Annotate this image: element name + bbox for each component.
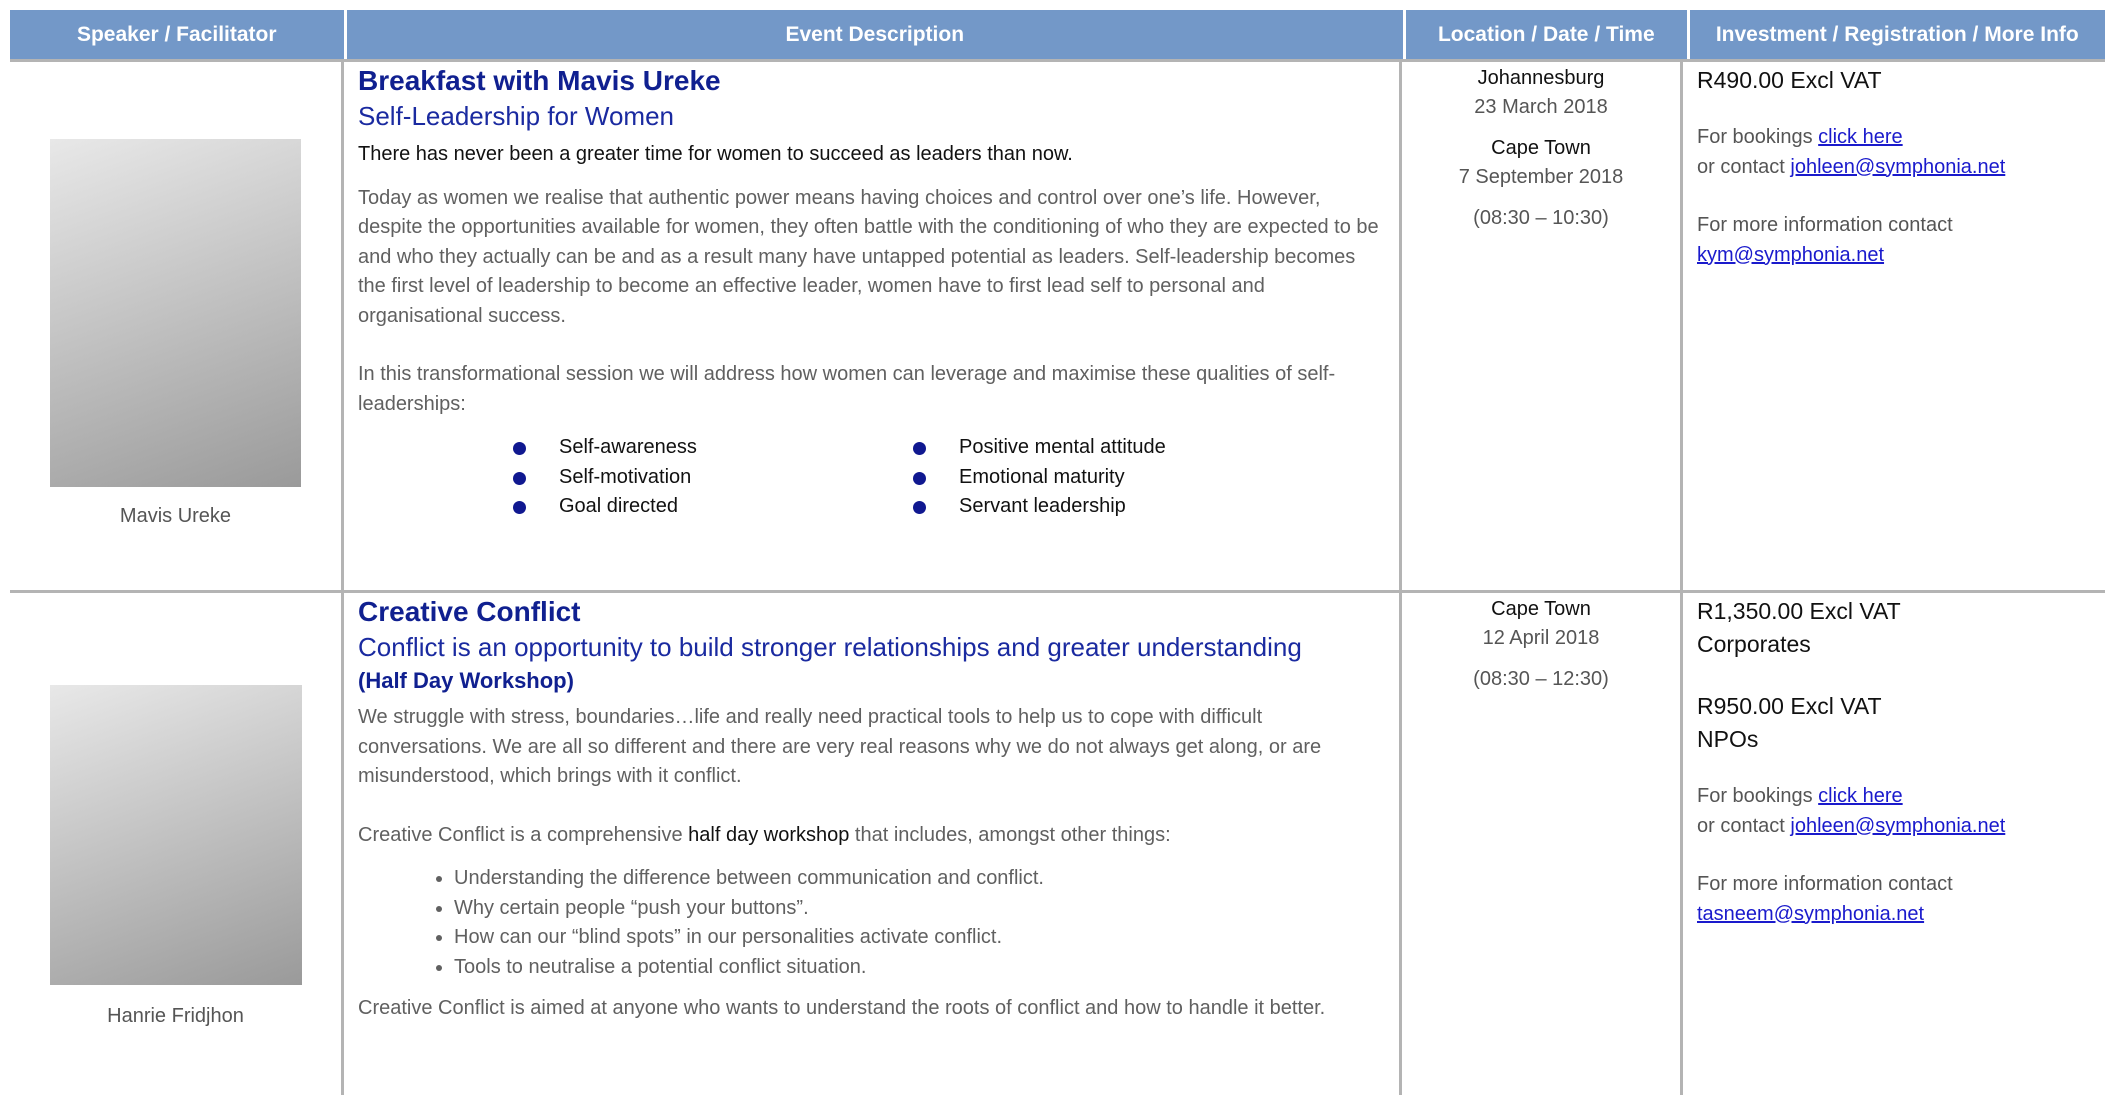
description-cell: Breakfast with Mavis Ureke Self-Leadersh… xyxy=(344,62,1402,590)
bullet: Understanding the difference between com… xyxy=(454,864,1385,894)
speaker-name: Mavis Ureke xyxy=(119,505,232,527)
header-cell: Investment / Registration / More Info xyxy=(1715,22,2079,46)
bookings: For bookings click here xyxy=(1697,123,2085,153)
table-header: Speaker / Facilitator Event Description … xyxy=(10,10,2105,59)
speaker-name: Hanrie Fridjhon xyxy=(107,1005,244,1027)
bullet: Emotional maturity xyxy=(913,463,1313,493)
event-lead: There has never been a greater time for … xyxy=(358,143,1073,165)
event-title: Breakfast with Mavis Ureke xyxy=(358,65,721,96)
paragraph: In this transformational session we will… xyxy=(358,363,1336,415)
booking-link[interactable]: click here xyxy=(1818,785,1903,807)
event-row: Hanrie Fridjhon Creative Conflict Confli… xyxy=(10,590,2105,1095)
bullet: Positive mental attitude xyxy=(913,433,1313,463)
location-cell: Cape Town 12 April 2018 (08:30 – 12:30) xyxy=(1402,593,1683,1095)
email-link[interactable]: kym@symphonia.net xyxy=(1697,243,1885,266)
more-info: For more information contact xyxy=(1697,214,1953,236)
speaker-photo xyxy=(50,139,301,487)
speaker-photo xyxy=(49,685,302,985)
paragraph: Today as women we realise that authentic… xyxy=(358,186,1379,327)
bullet: Goal directed xyxy=(513,492,913,522)
events-table: Speaker / Facilitator Event Description … xyxy=(10,10,2105,1095)
contact: or contact johleen@symphonia.net xyxy=(1697,153,2085,183)
header-cell: Speaker / Facilitator xyxy=(10,10,347,59)
booking-link[interactable]: click here xyxy=(1818,126,1903,148)
date: 12 April 2018 xyxy=(1482,627,1600,649)
bullet: Tools to neutralise a potential conflict… xyxy=(454,953,1385,983)
date: 7 September 2018 xyxy=(1458,166,1624,188)
price-label: Corporates xyxy=(1697,631,1811,657)
bullet-list: Self-awareness Self-motivation Goal direct… xyxy=(513,433,913,522)
paragraph: We struggle with stress, boundaries…life… xyxy=(358,706,1322,787)
bullet: Self-awareness xyxy=(513,433,913,463)
city: Cape Town xyxy=(1491,598,1591,620)
location-cell: Johannesburg 23 March 2018 Cape Town 7 S… xyxy=(1402,62,1683,590)
text: For bookings xyxy=(1697,126,1819,148)
more-info: For more information contact xyxy=(1697,873,1953,895)
price-label: NPOs xyxy=(1697,726,1759,752)
city: Johannesburg xyxy=(1477,67,1605,89)
paragraph: Creative Conflict is a comprehensive hal… xyxy=(358,821,1385,851)
price: R950.00 Excl VAT xyxy=(1697,693,1882,719)
event-title: Creative Conflict xyxy=(358,596,581,627)
info-cell: R490.00 Excl VAT For bookings click here… xyxy=(1683,62,2099,590)
email-link[interactable]: johleen@symphonia.net xyxy=(1790,814,2006,837)
emphasis: half day workshop xyxy=(688,823,850,846)
time: (08:30 – 10:30) xyxy=(1473,207,1609,229)
speaker-cell: Hanrie Fridjhon xyxy=(10,593,344,1095)
city: Cape Town xyxy=(1491,137,1591,159)
text: or contact xyxy=(1697,814,1791,837)
price: R490.00 Excl VAT xyxy=(1697,67,1882,93)
bullet: Servant leadership xyxy=(913,492,1313,522)
bullet-list: Positive mental attitude Emotional maturi… xyxy=(913,433,1313,522)
speaker-cell: Mavis Ureke xyxy=(10,62,344,590)
event-note: (Half Day Workshop) xyxy=(358,668,574,693)
bullet: How can our “blind spots” in our persona… xyxy=(454,923,1385,953)
text: For bookings xyxy=(1697,785,1819,807)
info-cell: R1,350.00 Excl VAT Corporates R950.00 Ex… xyxy=(1683,593,2099,1095)
event-subtitle: Conflict is an opportunity to build stro… xyxy=(358,632,1302,662)
bullet-columns: Self-awareness Self-motivation Goal direct… xyxy=(358,433,1385,522)
bullet: Why certain people “push your buttons”. xyxy=(454,894,1385,924)
email-link[interactable]: johleen@symphonia.net xyxy=(1790,155,2006,178)
contact: or contact johleen@symphonia.net xyxy=(1697,812,2085,842)
date: 23 March 2018 xyxy=(1474,96,1608,118)
time: (08:30 – 12:30) xyxy=(1473,668,1609,690)
description-cell: Creative Conflict Conflict is an opportu… xyxy=(344,593,1402,1095)
bullet: Self-motivation xyxy=(513,463,913,493)
text: or contact xyxy=(1697,155,1791,178)
event-subtitle: Self-Leadership for Women xyxy=(358,101,675,131)
event-row: Mavis Ureke Breakfast with Mavis Ureke S… xyxy=(10,59,2105,590)
price: R1,350.00 Excl VAT xyxy=(1697,598,1901,624)
text: that includes, amongst other things: xyxy=(849,823,1171,846)
paragraph: Creative Conflict is aimed at anyone who… xyxy=(358,997,1326,1019)
header-cell: Location / Date / Time xyxy=(1406,10,1690,59)
email-link[interactable]: tasneem@symphonia.net xyxy=(1697,902,1925,925)
header-cell: Event Description xyxy=(347,10,1406,59)
text: Creative Conflict is a comprehensive xyxy=(358,823,689,846)
bookings: For bookings click here xyxy=(1697,782,2085,812)
bullet-list: Understanding the difference between com… xyxy=(358,864,1385,982)
